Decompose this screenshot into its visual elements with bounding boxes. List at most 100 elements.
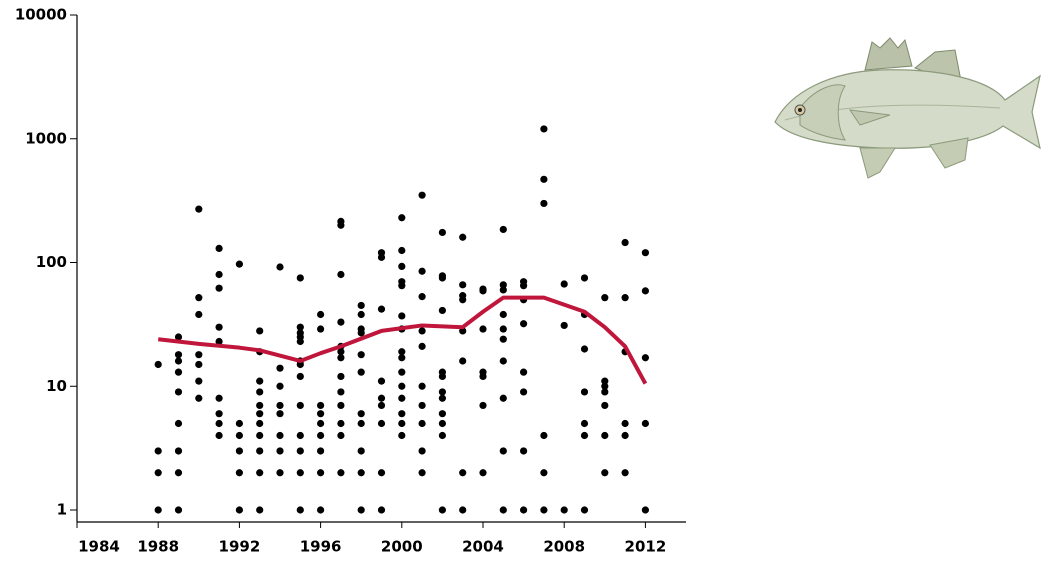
scatter-point [357,351,365,359]
scatter-point [235,419,243,428]
scatter-point [357,506,365,514]
scatter-point [296,401,304,410]
scatter-point [174,506,183,514]
scatter-point [296,274,304,282]
scatter-point [398,278,406,286]
scatter-point [540,175,548,183]
scatter-point [174,469,183,477]
scatter-point [337,318,345,326]
scatter-point [195,294,203,302]
scatter-point [337,419,345,428]
scatter-point [337,348,345,356]
scatter-point [337,388,345,396]
x-tick-label: 1984 [78,538,120,556]
x-tick-label: 2008 [543,538,585,556]
scatter-point [540,469,548,477]
scatter-point [154,506,162,514]
scatter-point [256,469,264,477]
scatter-point [499,447,507,455]
scatter-point [215,419,223,428]
scatter-point [499,325,507,333]
scatter-point [174,447,183,455]
scatter-point [154,447,162,455]
scatter-point [438,272,446,280]
scatter-point [560,321,568,330]
scatter-point [317,506,325,514]
scatter-point [418,447,426,455]
scatter-point [195,310,203,319]
scatter-point [398,354,406,362]
x-tick-label: 2012 [625,538,667,556]
scatter-point [195,360,203,369]
scatter-point [520,447,528,455]
x-tick-label: 2004 [462,538,504,556]
scatter-point [377,469,386,477]
scatter-point [438,410,446,418]
y-tick-label: 10 [46,377,67,395]
scatter-point [276,263,284,271]
scatter-point [377,419,386,428]
scatter-point [337,270,345,279]
scatter-point [357,410,365,418]
scatter-point [276,382,284,390]
scatter-point [499,394,507,402]
scatter-point [580,419,589,428]
scatter-point [256,431,264,440]
scatter-point [296,329,304,337]
scatter-point [459,469,467,477]
scatter-point [418,327,426,335]
scatter-point [377,401,386,410]
y-tick-label: 100 [36,253,67,271]
scatter-point [174,388,183,396]
scatter-point [357,325,365,333]
scatter-point [174,333,183,341]
scatter-point [418,267,426,275]
scatter-point [641,249,650,257]
trend-line [157,295,648,385]
scatter-point [256,410,264,418]
scatter-point [357,419,365,428]
scatter-point [499,310,507,319]
scatter-point [337,431,345,440]
scatter-point [438,506,446,514]
scatter-point [317,431,325,440]
scatter-point [276,469,284,477]
scatter-point [398,246,406,255]
scatter-point [479,401,487,410]
scatter-point [195,394,203,402]
scatter-point [459,233,467,241]
scatter-point [499,281,507,289]
scatter-point [398,348,406,356]
scatter-point [438,431,446,440]
fish-illustration [774,37,1041,179]
scatter-point [499,335,507,343]
scatter-point [479,368,487,376]
scatter-point [641,287,650,295]
scatter-point [438,228,446,237]
scatter-point [621,238,629,247]
scatter-point [398,214,406,222]
scatter-point [174,419,183,428]
scatter-point [377,377,386,385]
scatter-point [601,382,609,390]
scatter-point [317,325,325,333]
scatter-point [641,419,650,428]
scatter-point [398,419,406,428]
scatter-point [377,249,386,257]
scatter-point [317,469,325,477]
scatter-point [276,410,284,418]
scatter-point [337,354,345,362]
scatter-point [337,401,345,410]
scatter-point [459,281,467,289]
scatter-point [601,294,609,302]
scatter-point [560,280,568,288]
x-tick-label: 1992 [219,538,261,556]
scatter-point [357,447,365,455]
scatter-point [438,388,446,396]
scatter-point [540,431,548,440]
scatter-point [641,506,650,514]
scatter-point [580,274,589,282]
scatter-point [499,225,507,234]
scatter-point [215,323,223,331]
